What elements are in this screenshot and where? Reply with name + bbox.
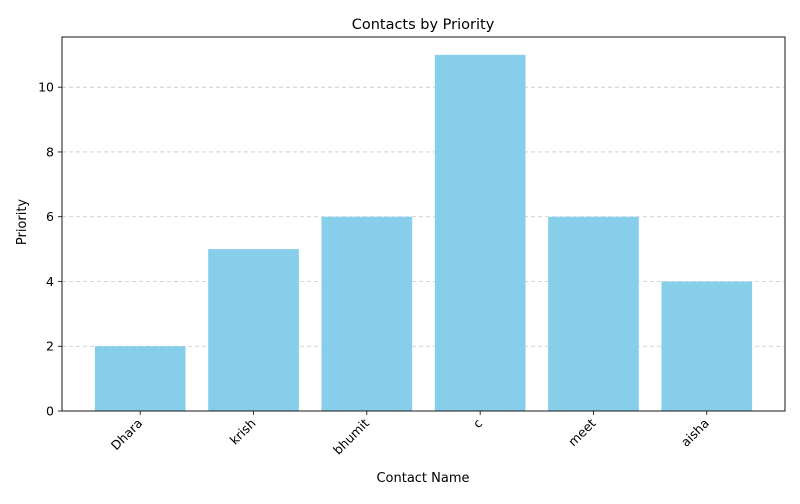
- y-tick-label: 4: [46, 274, 54, 289]
- bars: [94, 54, 753, 412]
- x-tick-label: bhumit: [330, 415, 372, 457]
- bar-krish: [208, 249, 299, 411]
- y-tick-label: 6: [46, 209, 54, 224]
- chart-title: Contacts by Priority: [352, 17, 495, 33]
- plot-frame: [61, 36, 786, 412]
- axes: [61, 36, 786, 412]
- y-tick-label: 0: [46, 404, 54, 419]
- bar-meet: [548, 216, 639, 411]
- x-tick-label: aisha: [678, 416, 712, 450]
- bar-bhumit: [321, 216, 413, 411]
- x-tick-label: c: [470, 415, 486, 431]
- bar-c: [434, 54, 526, 412]
- x-tick-label: meet: [565, 415, 599, 449]
- x-tick-label: Dhara: [108, 416, 145, 453]
- x-tick-label: krish: [227, 416, 259, 448]
- y-tick-label: 2: [46, 339, 54, 354]
- x-ticks: Dhara krish bhumit c meet aisha: [108, 411, 712, 457]
- y-tick-label: 8: [46, 144, 54, 159]
- x-axis-label: Contact Name: [376, 471, 469, 486]
- bar-Dhara: [94, 346, 186, 411]
- bar-aisha: [661, 281, 753, 411]
- y-ticks: 0 2 4 6 8 10: [38, 80, 62, 419]
- y-axis-label: Priority: [15, 199, 30, 246]
- y-tick-label: 10: [38, 80, 54, 95]
